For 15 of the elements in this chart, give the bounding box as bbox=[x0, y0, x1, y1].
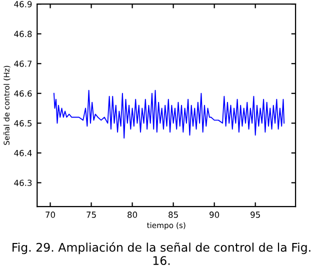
x-tick-label: 80 bbox=[128, 212, 138, 218]
y-tick-label: 46.9 bbox=[14, 1, 32, 8]
y-tick-label: 46.8 bbox=[14, 30, 32, 38]
x-tick-label: 75 bbox=[86, 212, 96, 218]
x-tick-label: 90 bbox=[210, 212, 220, 218]
y-tick-label: 46.5 bbox=[14, 120, 32, 126]
y-tick-label: 46.6 bbox=[14, 90, 32, 97]
y-tick-label: 46.3 bbox=[14, 180, 32, 186]
y-tick-label: 46.4 bbox=[14, 150, 32, 156]
y-tick-label: 46.7 bbox=[14, 60, 32, 67]
caption: Fig. 29. Ampliación de la señal de control de la Fig. 16. bbox=[12, 242, 310, 266]
x-tick-label: 85 bbox=[168, 212, 178, 218]
line-series bbox=[53, 90, 285, 139]
x-tick-label: 70 bbox=[46, 212, 56, 218]
x-tick-label: 95 bbox=[250, 212, 260, 218]
